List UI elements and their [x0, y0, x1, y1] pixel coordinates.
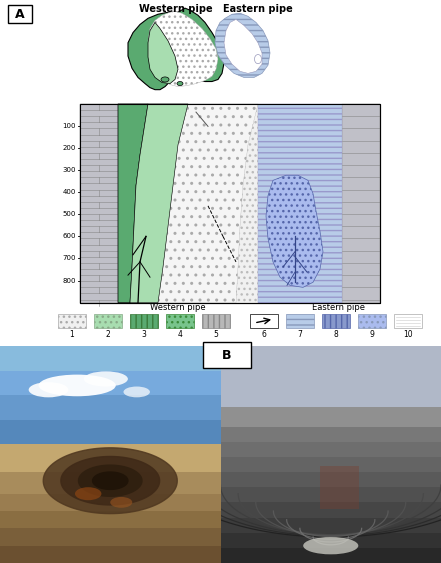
Bar	[80, 104, 118, 303]
Text: 700: 700	[63, 256, 76, 261]
Text: Western pipe: Western pipe	[150, 303, 206, 312]
Bar	[220, 487, 441, 502]
Bar	[220, 442, 441, 457]
Bar	[320, 466, 359, 509]
Ellipse shape	[29, 382, 68, 397]
Text: 4: 4	[178, 330, 183, 339]
Polygon shape	[43, 448, 177, 513]
Bar	[0, 346, 220, 371]
Text: 3: 3	[142, 330, 146, 339]
Polygon shape	[266, 175, 323, 287]
Bar	[220, 472, 441, 487]
Polygon shape	[215, 14, 270, 78]
Ellipse shape	[123, 387, 150, 397]
Polygon shape	[118, 104, 148, 303]
Bar	[220, 548, 441, 563]
Bar	[322, 314, 350, 328]
Text: 800: 800	[63, 278, 76, 284]
Ellipse shape	[110, 497, 132, 508]
Bar	[394, 314, 422, 328]
Ellipse shape	[39, 374, 116, 396]
Polygon shape	[158, 104, 258, 303]
Polygon shape	[224, 19, 262, 73]
Bar	[220, 533, 441, 548]
Bar	[0, 528, 220, 546]
Text: 6: 6	[262, 330, 266, 339]
Text: 5: 5	[213, 330, 218, 339]
Bar	[220, 346, 441, 407]
Ellipse shape	[254, 55, 262, 64]
Bar	[0, 546, 220, 563]
Polygon shape	[93, 472, 128, 489]
Text: Eastern pipe: Eastern pipe	[311, 303, 365, 312]
Text: A: A	[15, 8, 25, 21]
Polygon shape	[61, 457, 160, 505]
Text: Eastern pipe: Eastern pipe	[223, 4, 293, 14]
Bar	[0, 444, 220, 472]
Bar	[202, 314, 230, 328]
Bar	[342, 104, 380, 303]
Text: 200: 200	[63, 145, 76, 151]
Bar	[0, 395, 220, 419]
Text: 8: 8	[334, 330, 338, 339]
Polygon shape	[130, 104, 188, 303]
Text: 1: 1	[70, 330, 75, 339]
Bar	[0, 494, 220, 511]
Bar	[250, 314, 278, 328]
Text: 600: 600	[63, 234, 76, 239]
Bar	[58, 314, 86, 328]
Bar	[203, 342, 251, 368]
Ellipse shape	[84, 372, 128, 387]
Ellipse shape	[75, 487, 101, 500]
Bar	[358, 314, 386, 328]
Text: 300: 300	[63, 167, 76, 173]
Polygon shape	[148, 11, 218, 87]
Text: 9: 9	[370, 330, 374, 339]
Bar	[80, 104, 380, 303]
Text: 2: 2	[106, 330, 110, 339]
Bar	[0, 511, 220, 528]
Ellipse shape	[303, 537, 358, 555]
Bar	[220, 457, 441, 472]
Text: 7: 7	[298, 330, 303, 339]
Polygon shape	[128, 8, 224, 90]
Bar	[94, 314, 122, 328]
Polygon shape	[148, 23, 178, 83]
Ellipse shape	[161, 77, 169, 82]
Bar	[130, 314, 158, 328]
Bar	[220, 427, 441, 442]
Ellipse shape	[177, 82, 183, 86]
Bar	[220, 517, 441, 533]
Bar	[286, 314, 314, 328]
Bar	[220, 502, 441, 517]
Bar	[220, 407, 441, 433]
Text: B: B	[222, 348, 232, 361]
Text: Western pipe: Western pipe	[139, 4, 213, 14]
Bar	[0, 419, 220, 444]
Polygon shape	[78, 465, 142, 497]
Bar	[118, 104, 258, 303]
Text: 100: 100	[63, 123, 76, 129]
Text: 10: 10	[403, 330, 413, 339]
Bar	[0, 371, 220, 395]
Bar	[8, 5, 32, 24]
Polygon shape	[258, 104, 342, 303]
Text: 400: 400	[63, 189, 76, 195]
Bar	[166, 314, 194, 328]
Bar	[0, 472, 220, 494]
Bar	[220, 433, 441, 455]
Text: 500: 500	[63, 211, 76, 217]
Bar	[80, 104, 380, 303]
